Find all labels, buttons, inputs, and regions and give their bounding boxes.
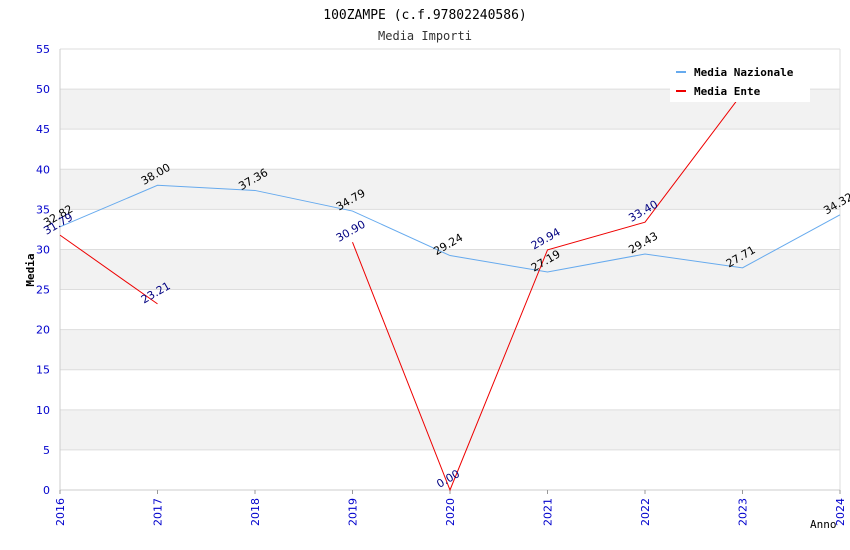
grid-band — [60, 249, 840, 290]
legend: Media Nazionale Media Ente — [670, 60, 810, 102]
grid-band — [60, 329, 840, 370]
grid-band — [60, 449, 840, 490]
grid-band — [60, 209, 840, 250]
grid-band — [60, 129, 840, 170]
y-tick-label: 15 — [36, 364, 50, 377]
y-tick-label: 50 — [36, 83, 50, 96]
y-tick-label: 45 — [36, 123, 50, 136]
x-tick-label: 2019 — [347, 498, 360, 526]
y-tick-label: 25 — [36, 284, 50, 297]
series-line — [59, 184, 841, 273]
grid-band — [60, 369, 840, 410]
legend-box — [670, 60, 810, 102]
y-tick-label: 55 — [36, 43, 50, 56]
x-axis-label: Anno — [810, 518, 837, 531]
y-tick-label: 5 — [43, 444, 50, 457]
series-line — [352, 92, 743, 492]
y-tick-label: 35 — [36, 203, 50, 216]
x-tick-label: 2018 — [249, 498, 262, 526]
legend-label: Media Nazionale — [694, 66, 794, 79]
y-tick-label: 30 — [36, 243, 50, 256]
chart-title: 100ZAMPE (c.f.97802240586) — [323, 8, 527, 23]
x-tick-label: 2016 — [54, 498, 67, 526]
y-tick-label: 40 — [36, 163, 50, 176]
y-tick-label: 20 — [36, 324, 50, 337]
y-tick-label: 0 — [43, 484, 50, 497]
grid-band — [60, 289, 840, 330]
series-line — [59, 234, 158, 305]
x-tick-label: 2024 — [834, 498, 847, 526]
grid-bands — [60, 48, 841, 491]
y-axis-label: Media — [24, 253, 37, 286]
x-tick-label: 2021 — [542, 498, 555, 526]
x-tick-label: 2023 — [737, 498, 750, 526]
x-tick-label: 2017 — [152, 498, 165, 526]
chart-subtitle: Media Importi — [378, 29, 472, 43]
grid-band — [60, 409, 840, 450]
y-tick-label: 10 — [36, 404, 50, 417]
grid-band — [60, 169, 840, 210]
y-axis: 0 5 10 15 20 25 30 35 40 45 50 55 — [36, 43, 61, 497]
legend-label: Media Ente — [694, 85, 761, 98]
x-tick-label: 2022 — [639, 498, 652, 526]
series-lines — [59, 92, 841, 492]
x-axis: 2016 2017 2018 2019 2020 2021 2022 2023 2024 — [54, 489, 847, 526]
x-tick-label: 2020 — [444, 498, 457, 526]
